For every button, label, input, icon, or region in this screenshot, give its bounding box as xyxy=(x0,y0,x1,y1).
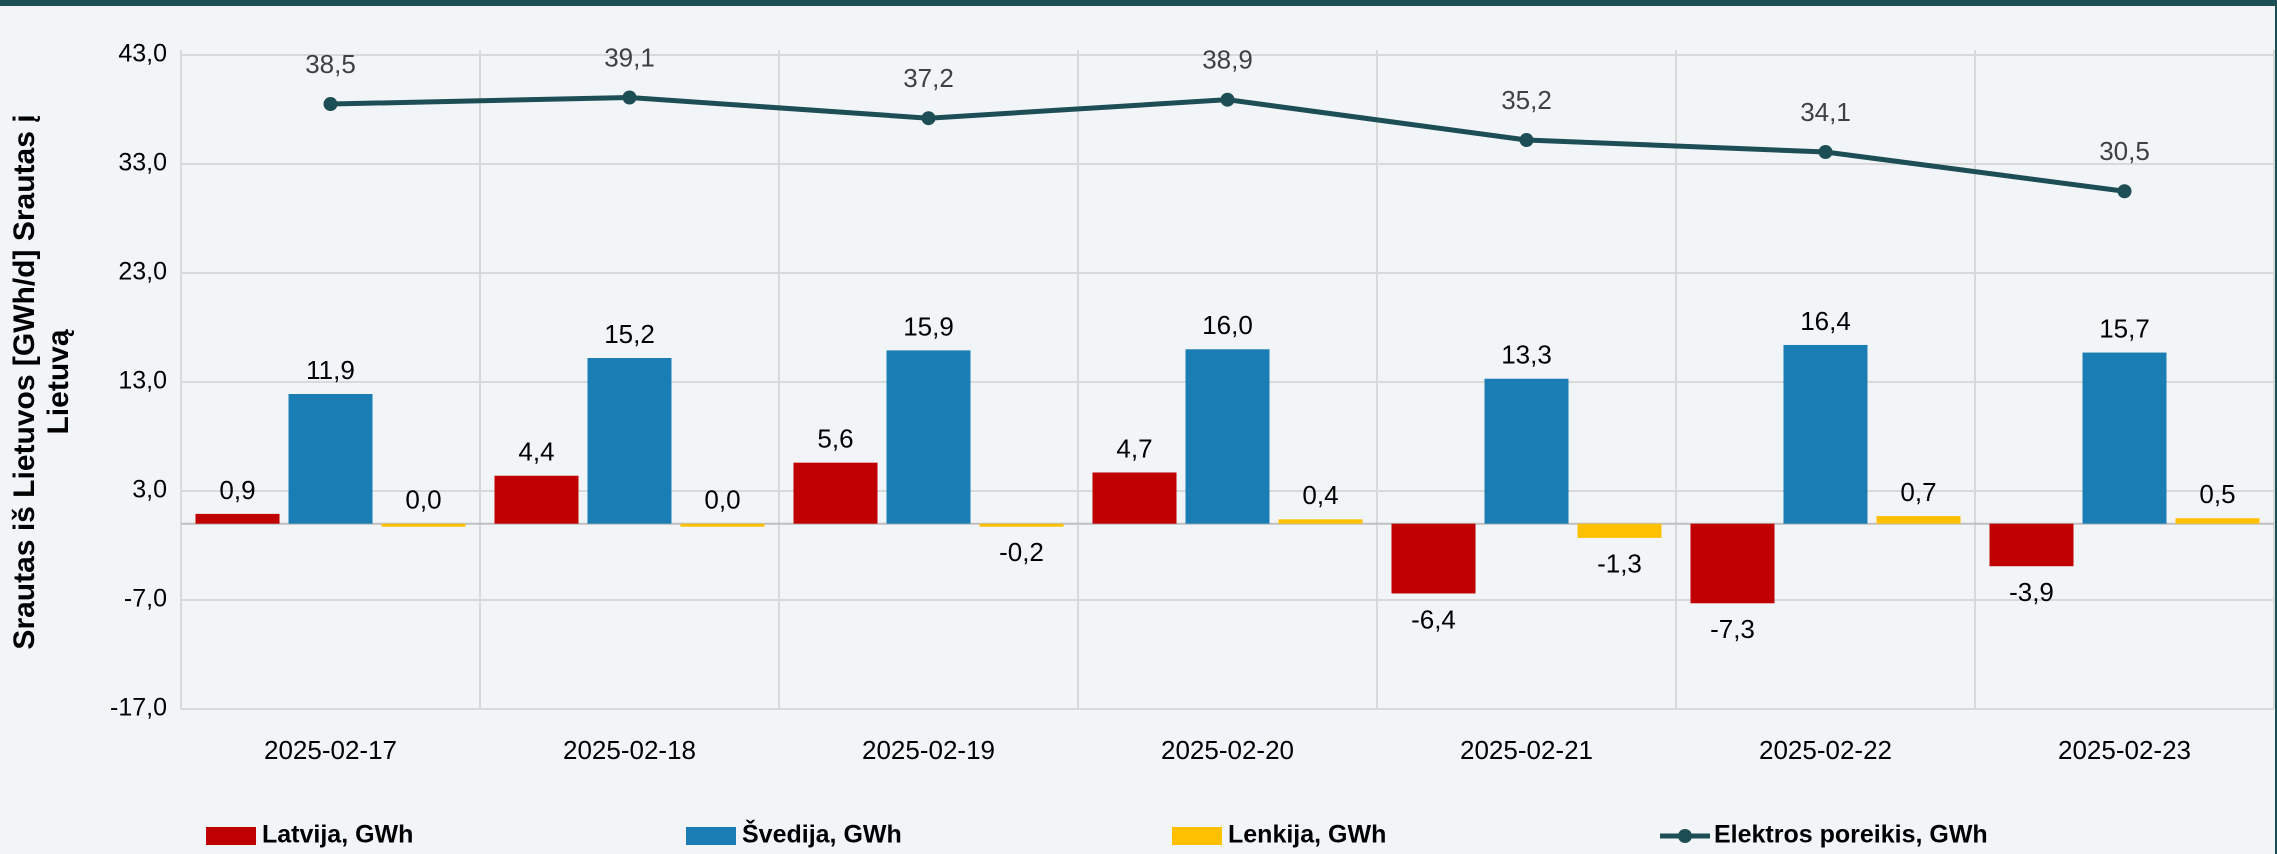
data-label: 15,2 xyxy=(604,319,655,349)
line-marker xyxy=(323,97,338,112)
bar xyxy=(1185,349,1270,524)
legend-label: Lenkija, GWh xyxy=(1228,821,1386,849)
data-label: 35,2 xyxy=(1501,85,1552,115)
y-tick-label: 3,0 xyxy=(132,476,167,504)
bar xyxy=(381,523,466,527)
legend-swatch xyxy=(686,827,736,845)
line-marker xyxy=(1220,92,1235,107)
data-label: -0,2 xyxy=(999,537,1044,567)
line-marker xyxy=(1519,133,1534,148)
y-axis-label: Srautas iš Lietuvos [GWh/d] Srautas į Li… xyxy=(8,114,75,650)
data-label: 4,7 xyxy=(1116,433,1152,463)
bar xyxy=(1278,519,1363,524)
data-label: 0,4 xyxy=(1302,480,1338,510)
x-tick-label: 2025-02-20 xyxy=(1161,735,1294,765)
legend-label: Švedija, GWh xyxy=(742,819,902,849)
data-label: 11,9 xyxy=(306,355,355,385)
line xyxy=(330,95,2125,194)
bar xyxy=(1876,516,1961,524)
y-tick-label: -7,0 xyxy=(124,585,167,613)
bar xyxy=(1783,344,1868,524)
bar xyxy=(1484,378,1569,524)
data-label: 16,4 xyxy=(1800,306,1851,336)
bar xyxy=(288,393,373,524)
data-label: 15,7 xyxy=(2099,313,2150,343)
data-label: 0,9 xyxy=(219,475,255,505)
bar xyxy=(2082,352,2167,524)
data-label: 4,4 xyxy=(518,437,554,467)
data-label: 0,5 xyxy=(2199,479,2235,509)
data-label: 16,0 xyxy=(1202,310,1253,340)
data-label: 0,0 xyxy=(704,485,740,515)
data-label: 30,5 xyxy=(2099,136,2150,166)
data-label: 39,1 xyxy=(604,42,655,72)
data-label: -7,3 xyxy=(1710,614,1755,644)
y-tick-label: 23,0 xyxy=(118,258,167,286)
data-label: 0,0 xyxy=(405,485,441,515)
data-label: -6,4 xyxy=(1411,604,1456,634)
x-tick-label: 2025-02-17 xyxy=(264,735,397,765)
x-tick-label: 2025-02-21 xyxy=(1460,735,1593,765)
y-tick-label: 13,0 xyxy=(118,367,167,395)
data-label: 5,6 xyxy=(817,424,853,454)
bar xyxy=(1690,523,1775,604)
line-marker xyxy=(2117,184,2132,199)
bar xyxy=(1391,523,1476,594)
legend-label: Latvija, GWh xyxy=(262,821,413,849)
top-band xyxy=(0,0,2277,6)
bar xyxy=(1092,472,1177,524)
bar xyxy=(680,523,765,527)
line-marker xyxy=(921,111,936,126)
data-label: 0,7 xyxy=(1900,477,1936,507)
data-label: 37,2 xyxy=(903,63,954,93)
bar xyxy=(1989,523,2074,567)
y-tick-label: -17,0 xyxy=(110,694,167,722)
data-label: 13,3 xyxy=(1501,340,1552,370)
x-tick-label: 2025-02-23 xyxy=(2058,735,2191,765)
bar xyxy=(494,475,579,524)
x-tick-label: 2025-02-18 xyxy=(563,735,696,765)
line-marker xyxy=(1818,145,1833,160)
data-label: 38,9 xyxy=(1202,45,1253,75)
legend-swatch xyxy=(1678,829,1692,843)
data-label: 38,5 xyxy=(305,49,356,79)
bar xyxy=(1577,523,1662,538)
legend-swatch xyxy=(1172,827,1222,845)
data-label: 15,9 xyxy=(903,311,954,341)
bar xyxy=(587,358,672,524)
bar xyxy=(195,513,280,524)
bar xyxy=(793,462,878,524)
line-marker xyxy=(622,90,637,105)
legend-swatch xyxy=(206,827,256,845)
data-label: -3,9 xyxy=(2009,577,2054,607)
data-label: 34,1 xyxy=(1800,97,1851,127)
y-tick-label: 33,0 xyxy=(118,149,167,177)
bar xyxy=(886,350,971,524)
x-tick-label: 2025-02-22 xyxy=(1759,735,1892,765)
bar xyxy=(979,523,1064,527)
data-label: -1,3 xyxy=(1597,549,1642,579)
x-tick-label: 2025-02-19 xyxy=(862,735,995,765)
y-tick-label: 43,0 xyxy=(118,40,167,68)
bar xyxy=(2175,518,2260,524)
legend-label: Elektros poreikis, GWh xyxy=(1714,821,1988,849)
